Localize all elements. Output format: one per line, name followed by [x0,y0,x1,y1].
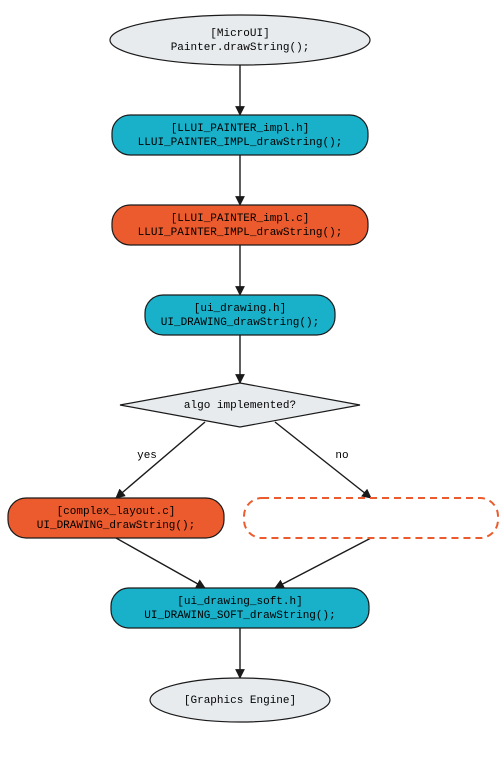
node-n4-line-1: UI_DRAWING_drawString(); [161,317,319,329]
node-n6-line-1: UI_DRAWING_drawString(); [37,520,195,532]
node-n8-line-0: [ui_drawing_soft.h] [177,596,302,608]
node-n8: [ui_drawing_soft.h] UI_DRAWING_SOFT_drawS… [111,588,369,628]
node-n5: algo implemented? [120,383,360,427]
node-n1-line-0: [MicroUI] [210,28,269,40]
node-n6: [complex_layout.c] UI_DRAWING_drawString(… [8,498,224,538]
node-n9: [Graphics Engine] [150,678,330,722]
node-n2-line-0: [LLUI_PAINTER_impl.h] [171,123,310,135]
edge-e7 [116,538,205,588]
node-n4-line-0: [ui_drawing.h] [194,303,286,315]
nodes-layer: [MicroUI] Painter.drawString(); [LLUI_PAIN… [8,15,498,722]
edge-e6 [275,422,371,498]
node-n3-line-0: [LLUI_PAINTER_impl.c] [171,213,310,225]
node-n4: [ui_drawing.h] UI_DRAWING_drawString(); [145,295,335,335]
edge-label-e6: no [335,450,348,462]
node-n1-line-1: Painter.drawString(); [171,42,310,54]
node-n2: [LLUI_PAINTER_impl.h] LLUI_PAINTER_IMPL_d… [112,115,368,155]
node-n5-line-0: algo implemented? [184,400,296,412]
node-n6-line-0: [complex_layout.c] [57,506,176,518]
edges-layer: yes no [116,65,371,678]
node-n7 [244,498,498,538]
node-n8-line-1: UI_DRAWING_SOFT_drawString(); [144,610,335,622]
edge-e8 [275,538,371,588]
edge-label-e5: yes [137,450,157,462]
node-n2-line-1: LLUI_PAINTER_IMPL_drawString(); [138,137,343,149]
node-n9-line-0: [Graphics Engine] [184,695,296,707]
node-n1: [MicroUI] Painter.drawString(); [110,15,370,65]
edge-e5 [116,422,205,498]
node-n3: [LLUI_PAINTER_impl.c] LLUI_PAINTER_IMPL_d… [112,205,368,245]
node-n3-line-1: LLUI_PAINTER_IMPL_drawString(); [138,227,343,239]
